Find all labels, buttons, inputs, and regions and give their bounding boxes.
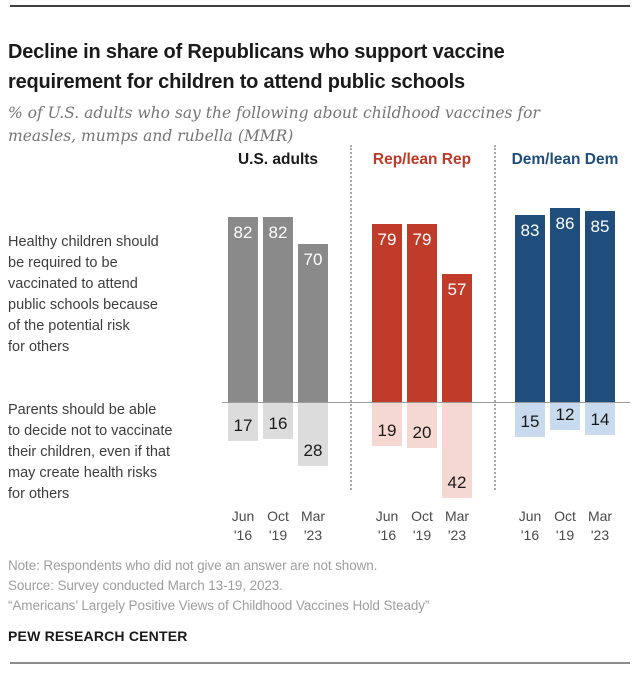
bar-value-require: 85 [590, 217, 610, 236]
bar-require [228, 217, 258, 402]
statement-decide-label: Parents should be able to decide not to … [8, 402, 173, 502]
bar-require [585, 211, 615, 402]
x-tick-label: Oct '19 [411, 508, 433, 543]
x-tick-label: Jun '16 [518, 508, 542, 543]
x-tick-label: Jun '16 [231, 508, 255, 543]
bar-value-require: 57 [447, 280, 467, 299]
bar-value-require: 86 [555, 214, 575, 233]
bar-decide [442, 403, 472, 498]
x-tick-label: Jun '16 [375, 508, 399, 543]
bar-value-require: 82 [268, 223, 288, 242]
bar-value-require: 79 [377, 230, 397, 249]
bar-require [372, 224, 402, 402]
bar-value-decide: 12 [555, 405, 575, 424]
bar-decide [515, 403, 545, 437]
group-header: Dem/lean Dem [511, 151, 619, 168]
pew-research-center-logo: PEW RESEARCH CENTER [8, 628, 188, 644]
group-separator-dotted-line [350, 145, 352, 490]
footnote-report-title: “Americans’ Largely Positive Views of Ch… [8, 598, 430, 613]
bar-require [550, 208, 580, 402]
bottom-divider [10, 662, 630, 664]
bar-decide [407, 403, 437, 448]
bar-decide [263, 403, 293, 439]
bar-require [442, 274, 472, 402]
top-divider [10, 5, 630, 7]
bar-value-decide: 17 [233, 416, 253, 435]
bar-value-decide: 19 [377, 421, 397, 440]
bar-value-require: 82 [233, 223, 253, 242]
group-separator-dotted-line [494, 145, 496, 490]
bar-value-require: 70 [303, 250, 323, 269]
bar-decide [585, 403, 615, 435]
x-tick-label: Oct '19 [554, 508, 576, 543]
bar-decide [372, 403, 402, 446]
bar-require [407, 224, 437, 402]
bar-require [298, 244, 328, 402]
footnote-note: Note: Respondents who did not give an an… [8, 558, 378, 573]
bar-value-decide: 28 [303, 441, 323, 460]
bar-decide [298, 403, 328, 466]
group-header: Rep/lean Rep [372, 151, 472, 168]
x-tick-label: Mar '23 [300, 508, 326, 543]
chart-subtitle: % of U.S. adults who say the following a… [8, 103, 540, 145]
statement-require-label: Healthy children should be required to b… [8, 234, 159, 355]
bar-value-decide: 16 [268, 414, 288, 433]
bar-require [515, 215, 545, 402]
x-tick-label: Oct '19 [267, 508, 289, 543]
bar-decide [550, 403, 580, 430]
x-tick-label: Mar '23 [444, 508, 470, 543]
chart-baseline [222, 402, 630, 403]
bar-value-decide: 42 [447, 473, 467, 492]
group-header: U.S. adults [237, 151, 319, 168]
x-tick-label: Mar '23 [587, 508, 613, 543]
bar-value-require: 83 [520, 221, 540, 240]
chart-title: Decline in share of Republicans who supp… [8, 41, 505, 94]
bar-value-decide: 15 [520, 412, 540, 431]
bar-decide [228, 403, 258, 441]
bar-value-require: 79 [412, 230, 432, 249]
bar-value-decide: 14 [590, 410, 610, 429]
bar-value-decide: 20 [412, 423, 432, 442]
bar-require [263, 217, 293, 402]
footnote-source: Source: Survey conducted March 13-19, 20… [8, 578, 283, 593]
